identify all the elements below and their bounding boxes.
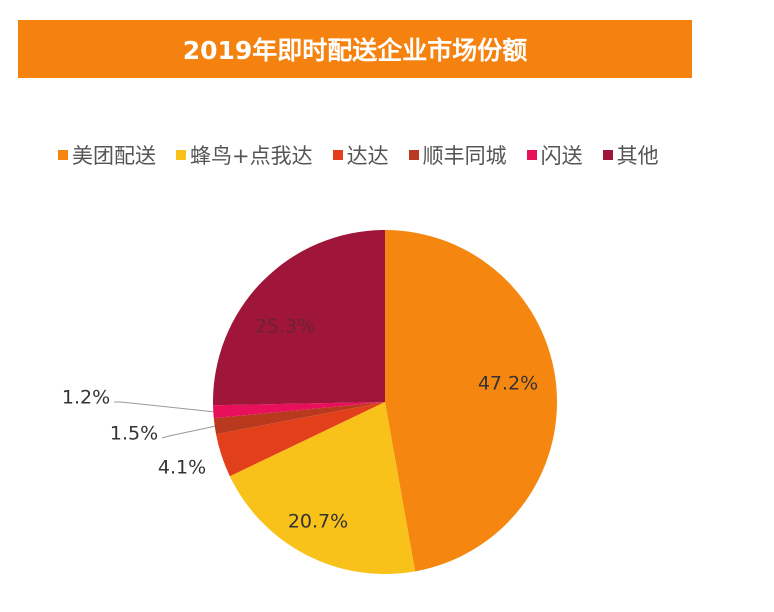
pie-slice xyxy=(229,402,416,575)
data-label: 1.5% xyxy=(110,423,158,445)
legend-label: 蜂鸟+点我达 xyxy=(190,144,313,168)
legend-swatch xyxy=(58,150,68,160)
legend-item: 美团配送 xyxy=(58,140,156,170)
pie-slice xyxy=(213,402,385,435)
data-label: 47.2% xyxy=(478,373,538,395)
chart-title: 2019年即时配送企业市场份额 xyxy=(182,36,528,65)
leader-line xyxy=(161,425,215,439)
data-label: 1.2% xyxy=(62,387,110,409)
legend-swatch xyxy=(526,150,537,160)
legend-item: 蜂鸟+点我达 xyxy=(176,140,313,170)
legend-item: 顺丰同城 xyxy=(408,140,507,170)
legend: 美团配送 蜂鸟+点我达 达达 顺丰同城 闪送 其他 xyxy=(58,140,659,170)
legend-item: 达达 xyxy=(332,140,389,170)
pie-slice xyxy=(385,230,557,572)
title-bar: 2019年即时配送企业市场份额 xyxy=(18,20,692,78)
data-label: 4.1% xyxy=(158,457,206,479)
legend-item: 闪送 xyxy=(526,140,583,170)
legend-label: 闪送 xyxy=(540,144,583,168)
data-label: 20.7% xyxy=(288,511,348,533)
leader-line xyxy=(114,401,214,413)
legend-swatch xyxy=(176,150,186,160)
legend-label: 顺丰同城 xyxy=(422,144,507,168)
legend-label: 达达 xyxy=(346,144,389,168)
legend-item: 其他 xyxy=(602,140,659,170)
legend-label: 其他 xyxy=(616,144,659,168)
legend-swatch xyxy=(408,150,419,160)
pie-slice xyxy=(213,230,385,406)
legend-swatch xyxy=(332,150,343,160)
legend-label: 美团配送 xyxy=(72,144,156,168)
pie-slice xyxy=(213,402,385,419)
data-label: 25.3% xyxy=(255,316,315,338)
legend-swatch xyxy=(602,150,613,160)
pie-slice xyxy=(216,402,385,477)
